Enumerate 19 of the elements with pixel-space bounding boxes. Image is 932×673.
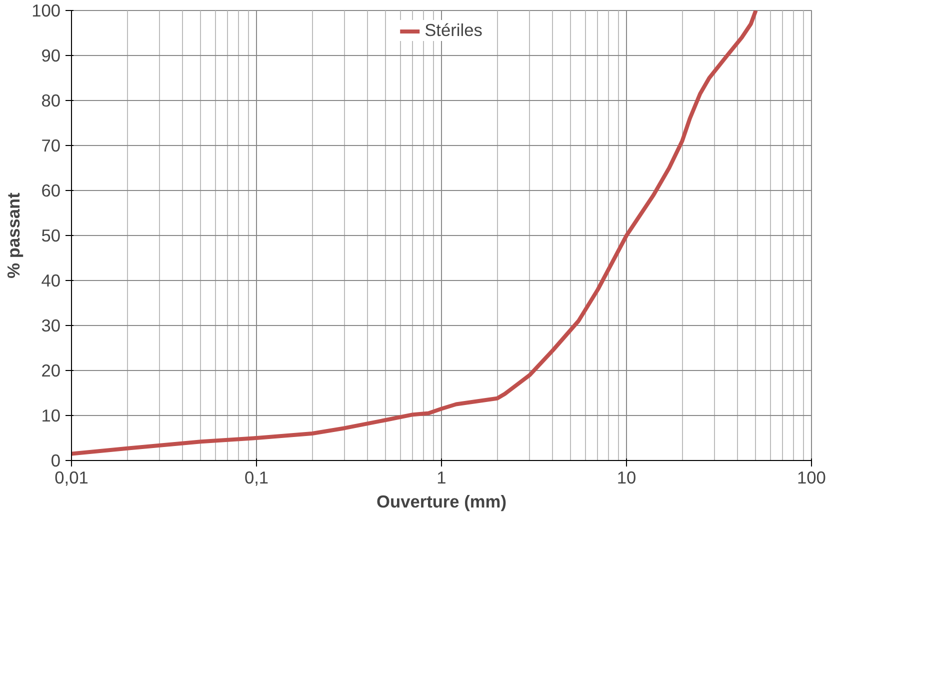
x-axis-title: Ouverture (mm) — [376, 492, 507, 512]
y-tick-label: 80 — [41, 90, 61, 110]
y-tick-label: 20 — [41, 360, 61, 380]
x-tick-label: 0,01 — [54, 468, 88, 488]
y-tick-label: 50 — [41, 226, 61, 246]
legend-label: Stériles — [424, 20, 482, 41]
y-tick-label: 40 — [41, 270, 61, 290]
x-tick-label: 0,1 — [244, 468, 269, 488]
y-tick-label: 70 — [41, 136, 61, 156]
y-tick-label: 90 — [41, 46, 61, 66]
y-tick-label: 60 — [41, 180, 61, 200]
y-tick-label: 0 — [50, 450, 61, 470]
y-tick-label: 30 — [41, 316, 61, 336]
x-tick-label: 10 — [616, 468, 636, 488]
x-tick-label: 1 — [436, 468, 446, 488]
y-axis-title: % passant — [4, 192, 24, 278]
x-tick-label: 100 — [797, 468, 826, 488]
y-tick-label: 10 — [41, 406, 61, 426]
y-tick-label: 100 — [32, 0, 61, 20]
